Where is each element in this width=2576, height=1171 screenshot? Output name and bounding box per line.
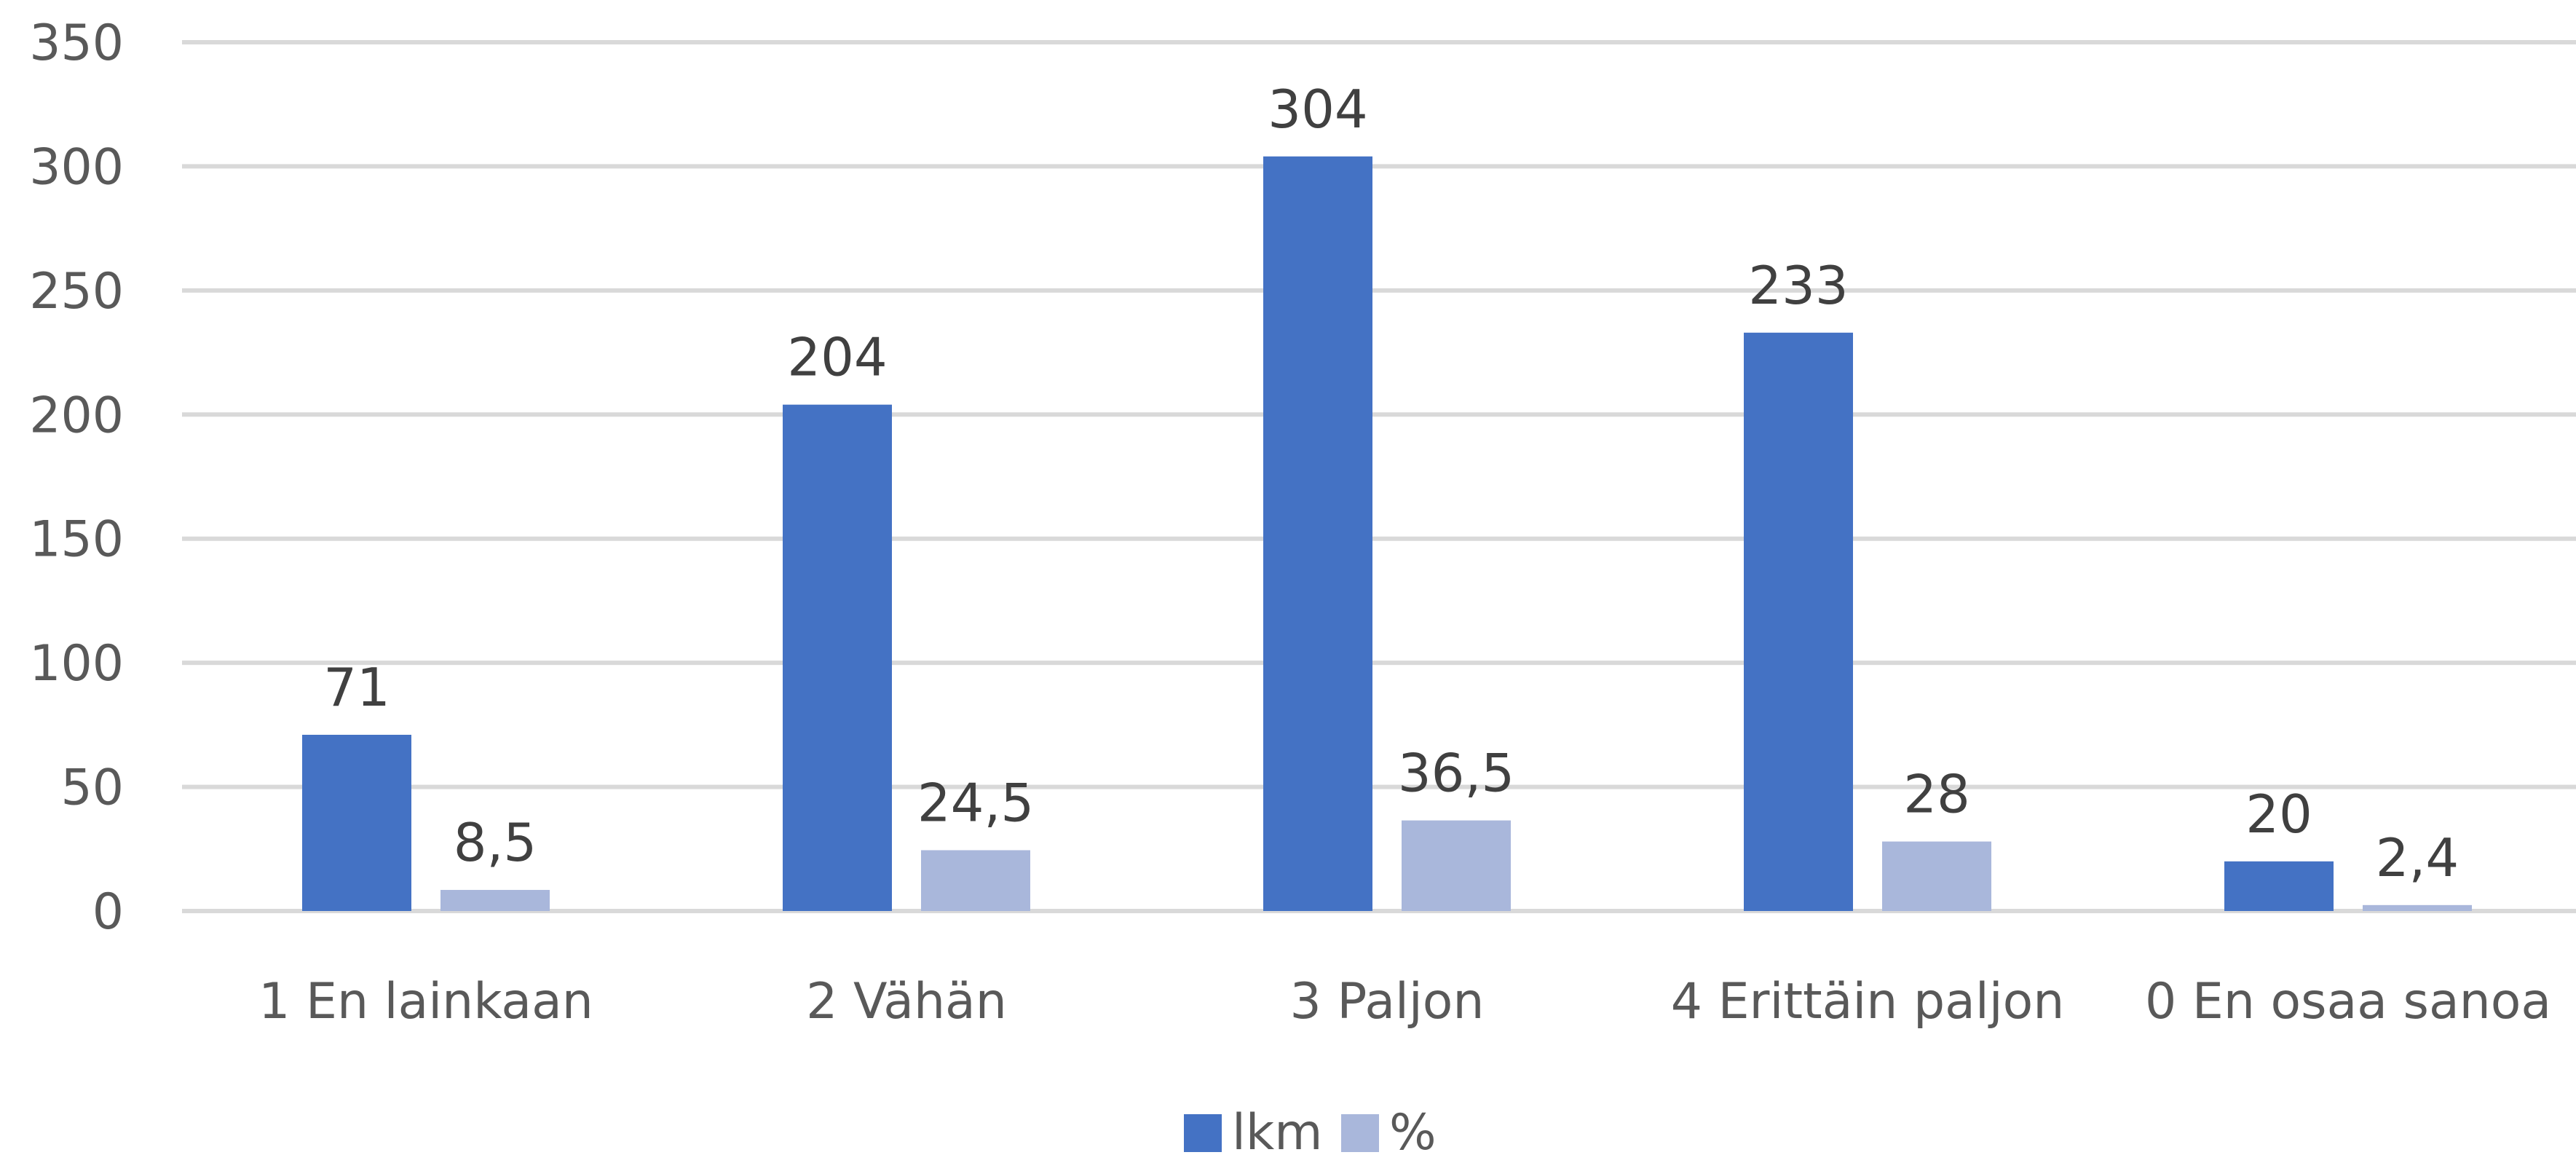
- data-label: 304: [1268, 79, 1367, 140]
- y-tick-label: 100: [29, 635, 124, 693]
- data-label: 233: [1748, 255, 1848, 316]
- data-label: 28: [1903, 764, 1970, 825]
- y-tick-label: 50: [60, 760, 124, 817]
- legend-label: %: [1389, 1104, 1437, 1162]
- x-axis-ticks: 1 En lainkaan 2 Vähän 3 Paljon 4 Erittäin p…: [258, 973, 2551, 1030]
- y-tick-label: 150: [29, 511, 124, 569]
- data-labels: 71 8,5 204 24,5 304 36,5 233 28 20 2,4: [323, 79, 2459, 888]
- legend-swatch: [1341, 1114, 1379, 1152]
- x-tick-label: 4 Erittäin paljon: [1671, 973, 2065, 1030]
- y-axis-ticks: 0 50 100 150 200 250 300 350: [29, 15, 124, 941]
- bars: [302, 156, 2472, 911]
- data-label: 71: [323, 657, 390, 718]
- data-label: 8,5: [454, 812, 537, 873]
- data-label: 24,5: [917, 772, 1034, 833]
- bar: [783, 404, 892, 911]
- bar: [2224, 861, 2334, 911]
- gridlines: [182, 40, 2576, 913]
- bar: [440, 890, 550, 911]
- y-tick-label: 250: [29, 263, 124, 320]
- data-label: 2,4: [2376, 827, 2460, 888]
- bar: [302, 734, 411, 911]
- bar: [1882, 841, 1991, 911]
- bar: [2363, 904, 2472, 911]
- legend: lkm%: [1184, 1104, 1437, 1162]
- bar: [1402, 820, 1511, 911]
- x-tick-label: 1 En lainkaan: [258, 973, 593, 1030]
- data-label: 204: [787, 327, 887, 388]
- y-tick-label: 200: [29, 387, 124, 444]
- x-tick-label: 0 En osaa sanoa: [2145, 973, 2551, 1030]
- y-tick-label: 350: [29, 15, 124, 72]
- data-label: 36,5: [1398, 743, 1514, 804]
- data-label: 20: [2245, 784, 2312, 845]
- bar: [1263, 156, 1372, 911]
- legend-label: lkm: [1232, 1104, 1323, 1162]
- bar: [1744, 332, 1853, 911]
- legend-swatch: [1184, 1114, 1222, 1152]
- bar: [921, 850, 1030, 911]
- x-tick-label: 2 Vähän: [806, 973, 1007, 1030]
- x-tick-label: 3 Paljon: [1290, 973, 1485, 1030]
- y-tick-label: 300: [29, 138, 124, 196]
- y-tick-label: 0: [92, 883, 124, 941]
